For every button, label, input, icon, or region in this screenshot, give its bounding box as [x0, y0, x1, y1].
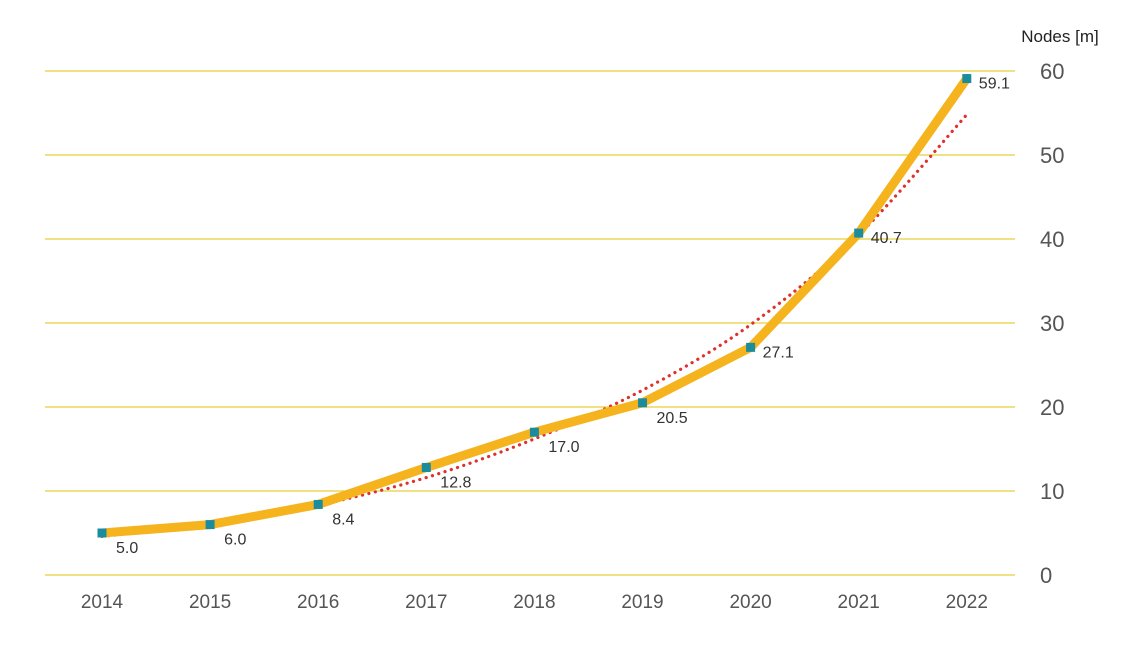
data-label-2021: 40.7	[871, 230, 902, 247]
y-tick-label-30: 30	[1040, 311, 1064, 336]
x-tick-label-2016: 2016	[297, 592, 339, 613]
y-tick-label-10: 10	[1040, 479, 1064, 504]
data-label-2022: 59.1	[979, 76, 1010, 93]
grid-lines	[45, 70, 1015, 576]
trend-line-group	[100, 113, 969, 538]
y-tick-label-0: 0	[1040, 563, 1052, 588]
data-label-2018: 17.0	[548, 439, 579, 456]
data-point-2016	[313, 499, 323, 509]
x-tick-label-2015: 2015	[189, 592, 231, 613]
x-tick-label-2014: 2014	[81, 592, 124, 613]
x-tick-label-2017: 2017	[405, 592, 447, 613]
y-tick-labels: 0 10 20 30 40 50 60	[1040, 59, 1064, 588]
data-point-2022	[962, 74, 972, 84]
data-markers	[97, 74, 972, 538]
x-tick-label-2020: 2020	[729, 592, 771, 613]
nodes-line	[97, 74, 972, 538]
data-label-2014: 5.0	[116, 540, 138, 557]
data-point-2019	[638, 398, 647, 408]
x-tick-labels: 2014 2015 2016 2017 2018 2019 2020 2021 2022	[81, 592, 988, 613]
data-point-2021	[854, 228, 864, 238]
x-tick-label-2021: 2021	[838, 592, 880, 613]
data-point-2017	[421, 462, 431, 472]
y-tick-label-20: 20	[1040, 395, 1064, 420]
data-point-2018	[529, 427, 539, 437]
data-point-2020	[746, 342, 756, 352]
x-tick-label-2019: 2019	[621, 592, 663, 613]
data-label-2019: 20.5	[657, 410, 688, 427]
y-axis-title: Nodes [m]	[1021, 27, 1098, 46]
x-tick-label-2022: 2022	[946, 592, 988, 613]
y-tick-label-60: 60	[1040, 59, 1064, 84]
data-label-2017: 12.8	[440, 474, 471, 491]
data-label-2020: 27.1	[763, 344, 794, 361]
data-point-2014	[97, 528, 107, 538]
trend-line	[100, 113, 969, 538]
data-label-2015: 6.0	[224, 532, 246, 549]
data-point-2015	[205, 520, 215, 530]
y-tick-label-50: 50	[1040, 143, 1064, 168]
y-tick-label-40: 40	[1040, 227, 1064, 252]
data-labels: 5.0 6.0 8.4 12.8 17.0 20.5 27.1 40.7 59.1	[116, 76, 1010, 557]
x-tick-label-2018: 2018	[513, 592, 555, 613]
series-line-group	[97, 74, 972, 538]
data-label-2016: 8.4	[332, 511, 354, 528]
